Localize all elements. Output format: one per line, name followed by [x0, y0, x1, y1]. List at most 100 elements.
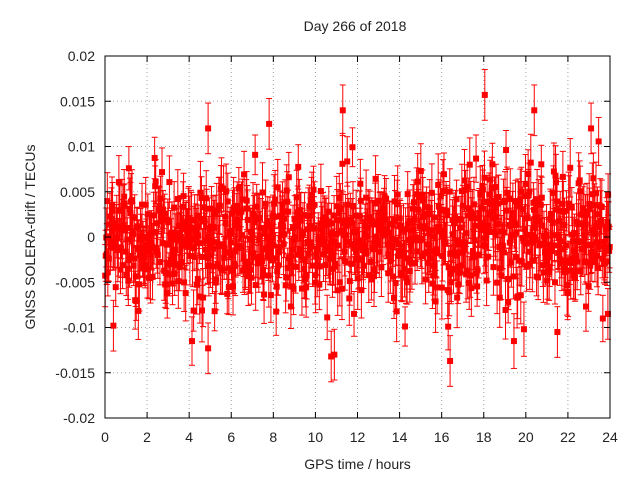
data-marker	[243, 197, 250, 204]
data-marker	[415, 193, 422, 200]
data-marker	[588, 249, 595, 256]
data-marker	[117, 245, 124, 252]
data-marker	[568, 203, 575, 210]
data-marker	[401, 250, 408, 257]
data-marker	[404, 191, 411, 198]
data-marker	[392, 280, 399, 287]
data-marker	[248, 235, 255, 242]
data-marker	[328, 353, 335, 360]
data-marker	[478, 224, 485, 231]
data-marker	[521, 225, 528, 232]
data-marker	[189, 338, 196, 345]
data-marker	[604, 258, 611, 265]
data-marker	[322, 262, 329, 269]
data-marker	[531, 224, 538, 231]
data-marker	[363, 194, 370, 201]
data-marker	[260, 272, 267, 279]
data-marker	[549, 219, 556, 226]
data-marker	[103, 251, 110, 258]
data-marker	[404, 279, 411, 286]
data-point	[389, 248, 396, 304]
data-marker	[295, 163, 302, 170]
data-marker	[437, 207, 444, 214]
data-marker	[543, 247, 550, 254]
data-marker	[352, 229, 359, 236]
data-marker	[233, 216, 240, 223]
data-point	[252, 134, 259, 176]
data-marker	[481, 91, 488, 98]
data-marker	[193, 281, 200, 288]
data-marker	[242, 260, 249, 267]
data-marker	[197, 189, 204, 196]
data-point	[331, 328, 338, 381]
data-point	[443, 184, 450, 238]
data-marker	[214, 239, 221, 246]
data-marker	[336, 194, 343, 201]
data-marker	[459, 249, 466, 256]
data-marker	[552, 172, 559, 179]
data-marker	[344, 158, 351, 165]
data-point	[447, 335, 454, 387]
y-tick-label: 0.005	[60, 184, 95, 200]
data-marker	[249, 232, 256, 239]
data-marker	[211, 224, 218, 231]
data-marker	[331, 238, 338, 245]
data-marker	[164, 289, 171, 296]
data-marker	[448, 279, 455, 286]
data-marker	[260, 267, 267, 274]
data-marker	[537, 241, 544, 248]
data-marker	[514, 293, 521, 300]
data-marker	[189, 253, 196, 260]
data-marker	[318, 220, 325, 227]
data-marker	[261, 291, 268, 298]
data-marker	[121, 193, 128, 200]
data-point	[205, 322, 212, 375]
data-marker	[565, 290, 572, 297]
data-marker	[223, 188, 230, 195]
data-marker	[496, 294, 503, 301]
data-marker	[125, 277, 132, 284]
data-point	[393, 280, 400, 343]
data-marker	[304, 226, 311, 233]
data-marker	[546, 263, 553, 270]
data-marker	[437, 193, 444, 200]
data-marker	[502, 197, 509, 204]
data-marker	[281, 215, 288, 222]
data-marker	[205, 125, 212, 132]
data-marker	[195, 223, 202, 230]
data-marker	[563, 207, 570, 214]
data-marker	[525, 170, 532, 177]
data-marker	[583, 242, 590, 249]
data-marker	[264, 234, 271, 241]
data-marker	[212, 279, 219, 286]
data-marker	[587, 242, 594, 249]
data-marker	[406, 217, 413, 224]
data-marker	[413, 234, 420, 241]
data-marker	[151, 229, 158, 236]
data-marker	[414, 178, 421, 185]
data-marker	[358, 287, 365, 294]
data-marker	[109, 207, 116, 214]
data-marker	[187, 236, 194, 243]
data-marker	[393, 236, 400, 243]
data-marker	[472, 222, 479, 229]
data-marker	[262, 200, 269, 207]
data-marker	[506, 221, 513, 228]
data-marker	[543, 232, 550, 239]
data-marker	[589, 191, 596, 198]
data-marker	[577, 268, 584, 275]
data-marker	[129, 197, 136, 204]
data-marker	[228, 267, 235, 274]
data-marker	[172, 246, 179, 253]
data-marker	[335, 242, 342, 249]
data-marker	[484, 222, 491, 229]
data-marker	[258, 254, 265, 261]
data-marker	[604, 310, 611, 317]
data-marker	[449, 231, 456, 238]
data-marker	[588, 255, 595, 262]
data-marker	[355, 237, 362, 244]
data-marker	[525, 192, 532, 199]
data-marker	[191, 245, 198, 252]
data-marker	[517, 196, 524, 203]
data-marker	[351, 310, 358, 317]
